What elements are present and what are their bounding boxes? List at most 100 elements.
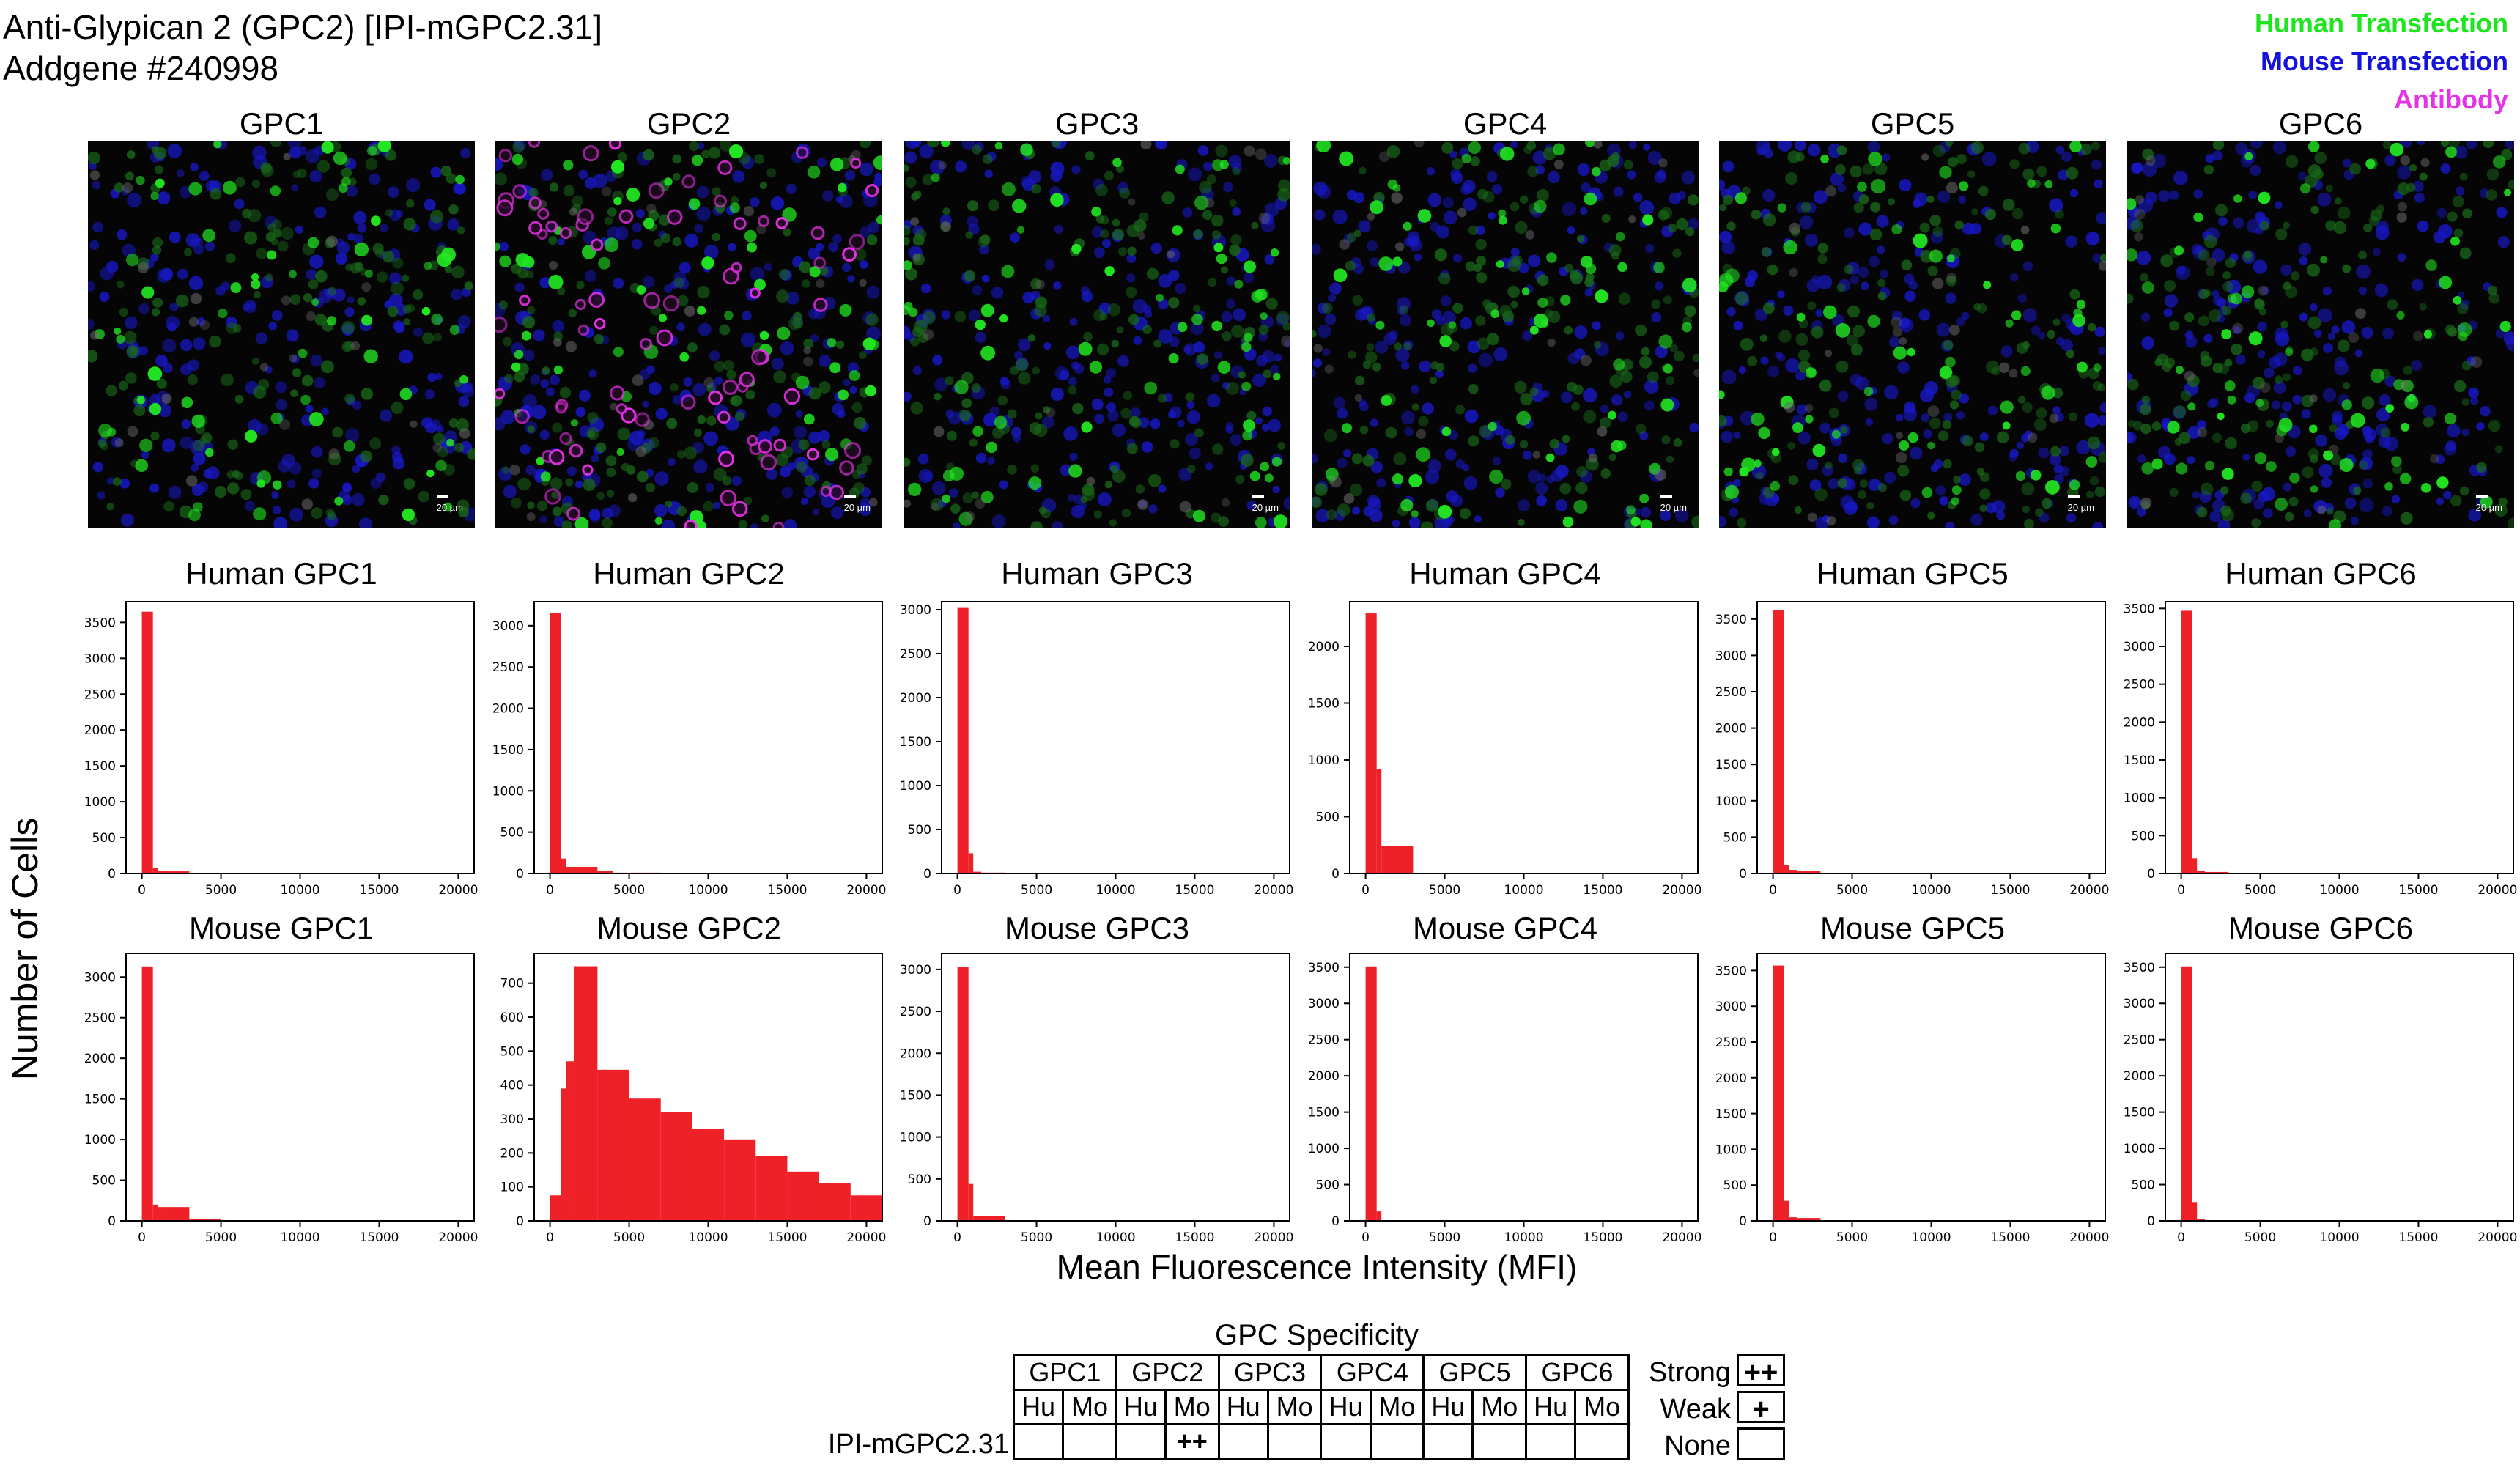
cell-dot [1068,385,1077,395]
y-tick-label: 2000 [1308,640,1340,654]
cell-dot [1555,499,1568,511]
cell-dot [1243,333,1253,343]
cell-dot [636,470,649,483]
cell-dot [796,146,809,159]
cell-dot [523,350,535,361]
cell-dot [664,284,673,293]
cell-dot [1611,152,1620,161]
cell-dot [1517,518,1525,526]
cell-dot [2225,437,2237,450]
cell-dot [602,507,613,520]
cell-dot [2217,412,2225,421]
cell-dot [1007,409,1017,419]
cell-dot [1460,508,1471,520]
cell-dot [1032,366,1040,375]
cell-dot [1979,488,1991,500]
cell-dot [2508,180,2514,190]
cell-dot [1188,167,1202,182]
cell-dot [451,265,465,278]
cell-dot [2209,398,2219,407]
cell-dot [298,348,308,358]
plot-frame [2165,953,2514,1222]
legend-human-transfection: Human Transfection [2254,8,2508,38]
cell-dot [1899,318,1914,333]
cell-dot [1847,305,1860,318]
cell-dot [2164,294,2179,308]
cell-dot [1016,226,1025,234]
cell-dot [820,485,832,497]
cell-dot [2024,518,2034,528]
cell-dot [1251,221,1259,230]
cell-dot [2387,299,2398,310]
cell-dot [1030,278,1042,289]
cell-dot [1430,222,1440,232]
cell-dot [1817,254,1828,265]
cell-dot [1272,485,1280,494]
cell-dot [427,372,437,383]
cell-gpc6-hu [1525,1423,1577,1460]
cell-dot [1945,141,1954,147]
cell-dot [2318,308,2332,322]
cell-dot [604,237,619,253]
histogram-title: Mouse GPC2 [596,911,782,945]
cell-dot [1192,304,1201,313]
y-tick-label: 1500 [1715,758,1747,772]
cell-dot [802,279,810,288]
cell-dot [265,232,276,242]
cell-dot [1211,230,1222,240]
cell-dot [1929,215,1941,226]
cell-dot [2235,354,2246,365]
cell-dot [2495,328,2505,339]
cell-dot [810,334,819,343]
plot-frame [1756,601,2106,874]
cell-dot [2363,223,2373,232]
cell-dot [1440,295,1452,307]
cell-dot [2454,145,2468,159]
cell-dot [2140,497,2152,509]
cell-dot [2358,251,2368,260]
x-tick-label: 5000 [613,883,645,898]
cell-dot [851,402,862,413]
cell-dot [2407,394,2416,402]
cell-dot [180,436,193,449]
y-tick-label: 0 [923,1214,931,1229]
cell-dot [1807,512,1817,522]
cell-dot [1951,497,1959,506]
cell-dot [1948,157,1959,168]
cell-dot [2385,404,2395,413]
cell-dot [1800,215,1814,229]
cell-dot [816,243,824,251]
cell-dot [1734,192,1747,204]
cell-dot [2141,281,2154,294]
cell-dot [193,337,206,350]
plot-frame [2165,601,2514,874]
cell-dot [2217,314,2225,323]
cell-dot [1425,470,1440,484]
cell-dot [125,316,138,330]
cell-dot [1463,476,1478,490]
plot-frame [941,601,1290,874]
cell-dot [1119,187,1131,199]
cell-dot [1346,232,1356,243]
cell-dot [455,174,465,185]
y-tick-label: 3500 [2124,602,2155,616]
cell-dot [2354,349,2363,358]
cell-dot [904,237,910,245]
cell-dot [839,460,854,476]
cell-dot [1778,330,1792,343]
cell-dot [697,415,706,424]
cell-dot [1442,196,1454,209]
cell-dot [1628,215,1636,224]
histogram-bar [550,613,561,873]
cell-dot [959,409,972,421]
cell-dot [1109,519,1117,527]
cell-dot [1010,232,1020,243]
cell-dot [2275,332,2290,347]
cell-dot [2076,440,2091,455]
sub-hu: Hu [1525,1389,1577,1425]
cell-dot [1230,434,1242,446]
x-tick-label: 15000 [359,1230,399,1245]
cell-dot [1215,144,1228,158]
cell-dot [868,339,879,350]
cell-dot [1892,327,1902,337]
